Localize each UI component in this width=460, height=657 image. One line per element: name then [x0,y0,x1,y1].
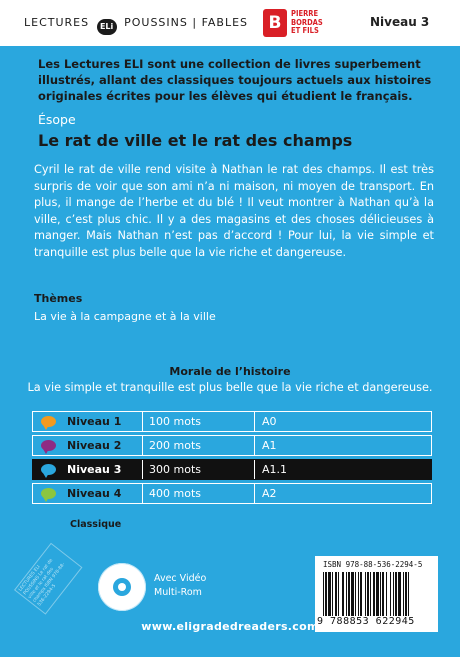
barcode-box: ISBN 978-88-536-2294-5 9 788853 622945 [315,556,438,632]
level-row: Niveau 1 100 mots A0 [32,411,432,432]
themes-heading: Thèmes [34,292,83,305]
classique-label: Classique [70,519,122,530]
publisher-mark-icon: B [263,9,287,37]
level-name: Niveau 4 [67,487,122,500]
level-cefr: A1.1 [262,463,288,476]
level-words: 300 mots [143,460,255,479]
level-cefr: A0 [262,415,277,428]
media-line-video: Avec Vidéo [154,573,207,584]
level-name: Niveau 3 [67,463,122,476]
media-line-multirom: Multi-Rom [154,587,202,598]
website-link[interactable]: www.eligradedreaders.com [141,620,319,633]
barcode-digits: 9 788853 622945 [317,616,415,627]
level-cefr: A1 [262,439,277,452]
level-words: 200 mots [143,436,255,455]
level-name: Niveau 2 [67,439,122,452]
moral-text: La vie simple et tranquille est plus bel… [27,381,433,394]
themes-text: La vie à la campagne et à la ville [34,310,216,323]
level-row: Niveau 2 200 mots A1 [32,435,432,456]
series-brand: LECTURES ELi POUSSINS | FABLES [24,16,248,35]
collection-intro: Les Lectures ELI sont une collection de … [38,57,432,103]
level-row: Niveau 4 400 mots A2 [32,483,432,504]
series-header: LECTURES ELi POUSSINS | FABLES B PIERRE … [0,0,460,46]
cd-icon [98,563,146,611]
media-info: Avec Vidéo Multi-Rom [154,572,206,600]
level-words: 400 mots [143,484,255,503]
speech-bubble-icon [41,440,56,454]
level-label: Niveau 3 [370,15,430,29]
speech-bubble-icon [41,416,56,430]
isbn-label: ISBN 978-88-536-2294-5 [323,560,423,569]
publisher-logo: B PIERRE BORDAS ET FILS [263,9,358,37]
series-name-left: LECTURES [24,16,90,29]
level-row: Niveau 3 300 mots A1.1 [32,459,432,480]
publisher-name: PIERRE BORDAS ET FILS [291,9,323,35]
levels-table: Niveau 1 100 mots A0 Niveau 2 200 mots A… [32,411,432,507]
book-title: Le rat de ville et le rat des champs [38,131,353,150]
story-summary: Cyril le rat de ville rend visite à Nath… [34,163,434,259]
barcode-icon [323,572,409,616]
speech-bubble-icon [41,488,56,502]
speech-bubble-icon [41,464,56,478]
series-name-right: POUSSINS | FABLES [124,16,249,29]
spine-note: LECTURES ELI POUSSINS Le rat de ville et… [14,542,83,615]
level-words: 100 mots [143,412,255,431]
moral-heading: Morale de l’histoire [169,365,291,378]
level-name: Niveau 1 [67,415,122,428]
author: Ésope [38,112,76,127]
eli-logo: ELi [96,19,117,35]
level-cefr: A2 [262,487,277,500]
